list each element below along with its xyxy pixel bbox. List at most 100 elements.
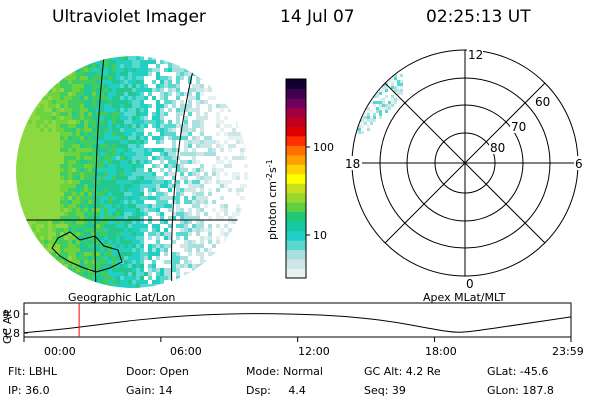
uv-pixel	[20, 148, 24, 152]
uv-pixel	[64, 184, 68, 188]
uv-pixel	[192, 180, 196, 184]
uv-pixel	[156, 140, 160, 144]
uv-pixel	[52, 184, 56, 188]
uv-pixel	[236, 172, 240, 176]
uv-pixel	[88, 284, 92, 288]
polar-uv-pixel	[370, 80, 373, 83]
polar-uv-pixel	[373, 89, 376, 92]
uv-pixel	[196, 80, 200, 84]
uv-pixel	[212, 76, 216, 80]
uv-pixel	[128, 172, 132, 176]
uv-pixel	[212, 288, 216, 292]
uv-pixel	[156, 276, 160, 280]
uv-pixel	[204, 136, 208, 140]
uv-pixel	[228, 108, 232, 112]
uv-pixel	[124, 56, 128, 60]
uv-pixel	[240, 60, 244, 64]
uv-pixel	[92, 284, 96, 288]
uv-pixel	[160, 160, 164, 164]
uv-pixel	[176, 116, 180, 120]
uv-pixel	[44, 288, 48, 292]
uv-pixel	[208, 144, 212, 148]
uv-pixel	[60, 136, 64, 140]
uv-pixel	[76, 260, 80, 264]
uv-pixel	[40, 164, 44, 168]
uv-pixel	[20, 124, 24, 128]
uv-pixel	[72, 148, 76, 152]
uv-pixel	[196, 192, 200, 196]
uv-pixel	[88, 60, 92, 64]
uv-pixel	[140, 140, 144, 144]
uv-pixel	[156, 272, 160, 276]
uv-pixel	[200, 272, 204, 276]
uv-pixel	[100, 232, 104, 236]
polar-uv-pixel	[352, 113, 355, 116]
uv-pixel	[40, 136, 44, 140]
uv-pixel	[148, 248, 152, 252]
uv-pixel	[156, 84, 160, 88]
uv-pixel	[64, 236, 68, 240]
uv-pixel	[160, 108, 164, 112]
uv-pixel	[108, 244, 112, 248]
uv-pixel	[104, 148, 108, 152]
uv-pixel	[128, 204, 132, 208]
uv-pixel	[76, 60, 80, 64]
polar-uv-pixel	[370, 92, 373, 95]
uv-pixel	[172, 148, 176, 152]
uv-pixel	[192, 184, 196, 188]
uv-pixel	[48, 60, 52, 64]
uv-pixel	[144, 180, 148, 184]
uv-pixel	[80, 80, 84, 84]
uv-pixel	[104, 104, 108, 108]
uv-pixel	[148, 88, 152, 92]
uv-pixel	[68, 272, 72, 276]
uv-pixel	[140, 236, 144, 240]
uv-pixel	[116, 232, 120, 236]
uv-pixel	[20, 84, 24, 88]
uv-pixel	[108, 200, 112, 204]
uv-pixel	[184, 280, 188, 284]
uv-pixel	[176, 56, 180, 60]
uv-pixel	[132, 196, 136, 200]
uv-pixel	[36, 124, 40, 128]
uv-pixel	[32, 160, 36, 164]
uv-pixel	[180, 212, 184, 216]
uv-pixel	[160, 136, 164, 140]
uv-pixel	[136, 272, 140, 276]
uv-pixel	[108, 60, 112, 64]
uv-pixel	[44, 264, 48, 268]
uv-pixel	[36, 120, 40, 124]
uv-pixel	[48, 240, 52, 244]
uv-pixel	[200, 144, 204, 148]
uv-pixel	[108, 72, 112, 76]
uv-pixel	[88, 68, 92, 72]
uv-pixel	[56, 124, 60, 128]
uv-pixel	[216, 60, 220, 64]
uv-pixel	[52, 88, 56, 92]
polar-uv-pixel	[397, 80, 400, 83]
uv-pixel	[112, 224, 116, 228]
uv-pixel	[112, 140, 116, 144]
uv-pixel	[44, 64, 48, 68]
uv-pixel	[20, 248, 24, 252]
uv-pixel	[40, 280, 44, 284]
uv-pixel	[196, 208, 200, 212]
uv-pixel	[80, 136, 84, 140]
uv-pixel	[172, 152, 176, 156]
uv-pixel	[184, 264, 188, 268]
uv-pixel	[124, 116, 128, 120]
uv-pixel	[132, 84, 136, 88]
uv-pixel	[96, 152, 100, 156]
uv-pixel	[172, 200, 176, 204]
uv-pixel	[188, 264, 192, 268]
uv-pixel	[236, 108, 240, 112]
uv-pixel	[116, 116, 120, 120]
uv-pixel	[160, 88, 164, 92]
uv-pixel	[104, 140, 108, 144]
uv-pixel	[60, 164, 64, 168]
uv-pixel	[20, 96, 24, 100]
uv-pixel	[88, 120, 92, 124]
uv-pixel	[76, 148, 80, 152]
uv-pixel	[200, 128, 204, 132]
uv-pixel	[28, 152, 32, 156]
